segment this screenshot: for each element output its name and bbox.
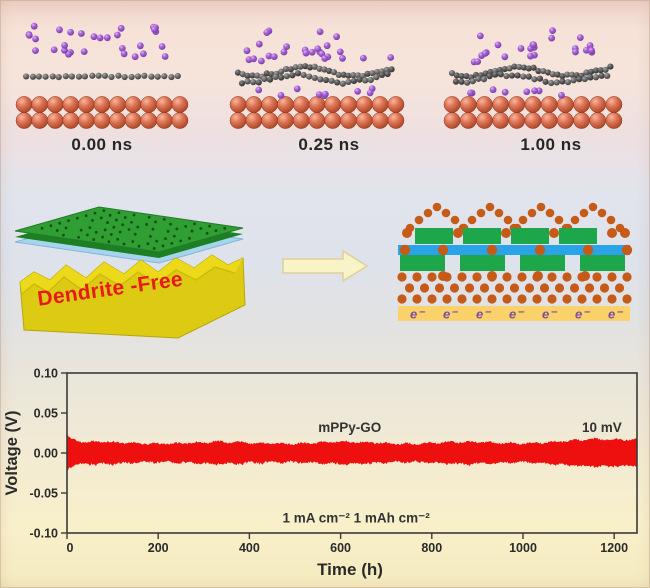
snapshot-time-label-1: 0.00 ns xyxy=(71,135,133,154)
svg-text:Time (h): Time (h) xyxy=(317,560,383,579)
svg-text:1 mA cm⁻² 1 mAh cm⁻²: 1 mA cm⁻² 1 mAh cm⁻² xyxy=(282,511,430,526)
svg-text:e⁻: e⁻ xyxy=(443,307,459,322)
svg-text:e⁻: e⁻ xyxy=(608,307,624,322)
svg-text:200: 200 xyxy=(148,541,169,555)
svg-text:1200: 1200 xyxy=(600,541,628,555)
md-simulation-panels xyxy=(0,0,650,175)
svg-text:1000: 1000 xyxy=(509,541,537,555)
voltage-time-chart: 0 200 400 600 800 1000 1200 0.10 0.05 0.00 -0.05 -0… xyxy=(0,338,650,588)
svg-text:0.10: 0.10 xyxy=(34,367,58,381)
svg-text:-0.05: -0.05 xyxy=(30,487,59,501)
snapshot-time-label-3: 1.00 ns xyxy=(520,135,582,154)
svg-text:e⁻: e⁻ xyxy=(575,307,591,322)
svg-text:e⁻: e⁻ xyxy=(509,307,525,322)
svg-text:10 mV: 10 mV xyxy=(582,420,622,435)
dendrite-free-electrode-schematic xyxy=(0,195,385,345)
svg-text:0.00: 0.00 xyxy=(34,447,58,461)
svg-text:0: 0 xyxy=(67,541,74,555)
svg-text:mPPy-GO: mPPy-GO xyxy=(318,420,381,435)
composite-layer-schematic: e⁻ e⁻ e⁻ e⁻ e⁻ e⁻ e⁻ xyxy=(390,195,650,345)
svg-text:800: 800 xyxy=(421,541,442,555)
svg-text:Voltage (V): Voltage (V) xyxy=(3,411,21,496)
svg-text:400: 400 xyxy=(239,541,260,555)
svg-text:e⁻: e⁻ xyxy=(542,307,558,322)
svg-text:0.05: 0.05 xyxy=(34,407,58,421)
svg-text:-0.10: -0.10 xyxy=(30,527,59,541)
svg-text:600: 600 xyxy=(330,541,351,555)
svg-text:e⁻: e⁻ xyxy=(410,307,426,322)
snapshot-time-label-2: 0.25 ns xyxy=(298,135,360,154)
svg-text:e⁻: e⁻ xyxy=(476,307,492,322)
